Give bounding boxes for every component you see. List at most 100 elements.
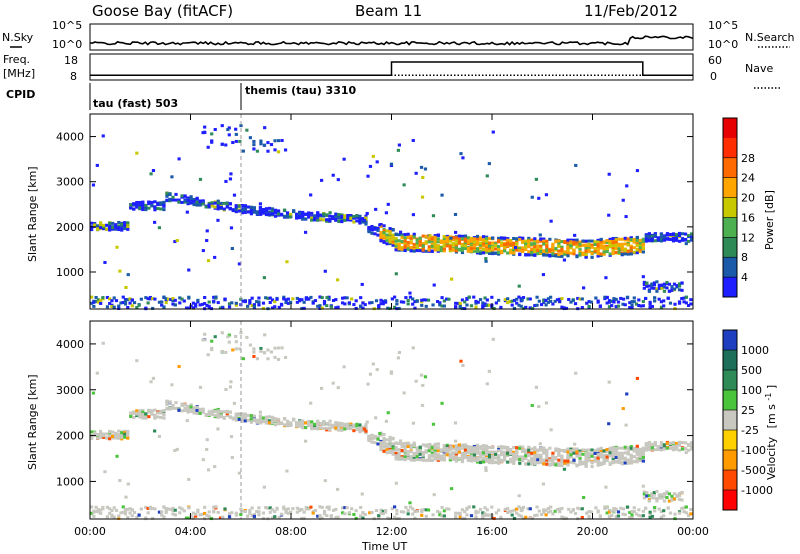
velocity-cell	[379, 433, 383, 437]
velocity-cell	[379, 508, 383, 512]
velocity-cell	[506, 511, 510, 515]
velocity-cell	[564, 516, 569, 520]
velocity-cell	[596, 458, 600, 462]
velocity-cell	[191, 511, 195, 515]
power-cell	[298, 213, 302, 217]
power-cell	[403, 233, 407, 237]
velocity-cell	[494, 451, 498, 455]
power-cell	[164, 297, 168, 301]
power-cell	[673, 302, 677, 306]
power-cell	[147, 206, 151, 210]
power-cell	[101, 296, 105, 300]
power-cell	[539, 239, 543, 243]
power-cell	[213, 255, 217, 259]
power-cell	[602, 244, 606, 248]
velocity-cell	[101, 505, 105, 509]
power-cell	[241, 149, 245, 153]
velocity-cell	[361, 425, 365, 429]
velocity-cell	[626, 459, 630, 463]
velocity-cell	[580, 515, 584, 519]
power-cell	[521, 236, 525, 240]
velocity-cell	[189, 405, 193, 409]
power-cell	[626, 243, 630, 247]
power-cell	[518, 249, 522, 253]
velocity-cell	[469, 452, 474, 456]
velocity-cell	[340, 421, 344, 425]
velocity-cell	[581, 452, 585, 456]
power-cell	[295, 215, 299, 219]
power-cell	[171, 302, 175, 306]
power-cell	[288, 212, 293, 216]
velocity-cell	[680, 506, 684, 510]
velocity-cell	[518, 446, 522, 450]
velocity-cell	[105, 515, 110, 519]
velocity-cell	[252, 354, 256, 358]
power-cell	[659, 232, 664, 236]
velocity-cell	[484, 459, 489, 463]
velocity-cell	[393, 515, 397, 519]
power-cell	[195, 197, 199, 201]
power-cell	[581, 251, 585, 255]
velocity-cell	[301, 426, 305, 430]
velocity-cell	[105, 436, 109, 440]
power-cell	[623, 242, 627, 246]
velocity-cell	[614, 507, 618, 511]
velocity-cell	[629, 461, 633, 465]
velocity-cell	[358, 430, 362, 434]
velocity-cell	[249, 420, 253, 424]
power-cell	[450, 277, 454, 281]
power-cell	[578, 297, 582, 301]
power-cell	[442, 235, 446, 239]
power-cell	[436, 240, 440, 244]
power-cell	[460, 298, 465, 302]
power-cell	[196, 300, 200, 304]
velocity-cell	[445, 453, 449, 457]
velocity-cell	[388, 449, 392, 453]
velocity-cell	[460, 508, 465, 512]
power-cell	[105, 295, 110, 299]
velocity-cell	[292, 417, 296, 421]
velocity-cell	[259, 346, 263, 350]
velocity-cell	[558, 507, 562, 511]
power-cell	[424, 298, 428, 302]
velocity-cell	[237, 418, 241, 422]
velocity-cell	[203, 332, 207, 336]
velocity-cell	[635, 376, 640, 380]
velocity-cell	[282, 505, 286, 509]
power-cell	[596, 244, 600, 248]
power-cell	[128, 301, 132, 305]
velocity-cell	[114, 435, 118, 439]
velocity-cell	[578, 459, 582, 463]
power-cell	[665, 237, 670, 241]
velocity-cell	[403, 457, 407, 461]
velocity-cell	[655, 489, 659, 493]
velocity-cell	[657, 496, 662, 500]
velocity-cell	[607, 380, 611, 384]
velocity-cell	[542, 462, 546, 466]
velocity-cell	[422, 508, 426, 512]
power-cell	[110, 299, 114, 303]
velocity-cell	[626, 452, 630, 456]
power-cell	[536, 246, 540, 250]
power-cell	[117, 306, 121, 310]
power-cell	[241, 299, 245, 303]
velocity-cell	[460, 443, 465, 447]
velocity-cell	[421, 451, 425, 455]
power-cell	[111, 226, 115, 230]
velocity-cell	[377, 514, 381, 518]
power-cell	[605, 296, 609, 300]
power-cell	[162, 200, 166, 204]
freq-series	[90, 61, 693, 76]
velocity-cell	[465, 506, 469, 510]
power-cell	[560, 254, 564, 258]
velocity-colorbar-label: 1000	[741, 344, 769, 357]
velocity-cell	[448, 453, 452, 457]
cpid-program-1: tau (fast) 503	[93, 97, 178, 110]
velocity-cell	[205, 438, 209, 442]
velocity-cell	[537, 509, 541, 513]
velocity-cell	[400, 445, 404, 449]
power-cell	[535, 295, 539, 299]
velocity-cell	[382, 440, 386, 444]
power-cell	[207, 306, 211, 310]
power-cell	[364, 214, 368, 218]
